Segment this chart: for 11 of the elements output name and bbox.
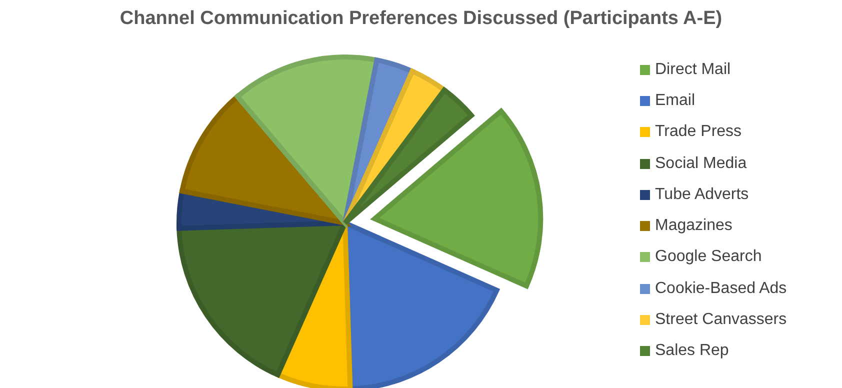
chart-title: Channel Communication Preferences Discussed (Participants A-E) (118, 8, 724, 30)
legend-label: Email (655, 92, 696, 110)
legend-label: Google Search (655, 248, 762, 266)
legend-label: Trade Press (655, 123, 742, 142)
legend-label: Tube Adverts (655, 186, 749, 204)
legend-label: Direct Mail (655, 60, 731, 79)
legend-label: Sales Rep (655, 342, 729, 360)
legend-label: Cookie-Based Ads (655, 280, 787, 298)
legend-label: Magazines (655, 217, 732, 236)
legend-label: Social Media (655, 154, 747, 173)
legend-label: Street Canvassers (655, 311, 787, 330)
